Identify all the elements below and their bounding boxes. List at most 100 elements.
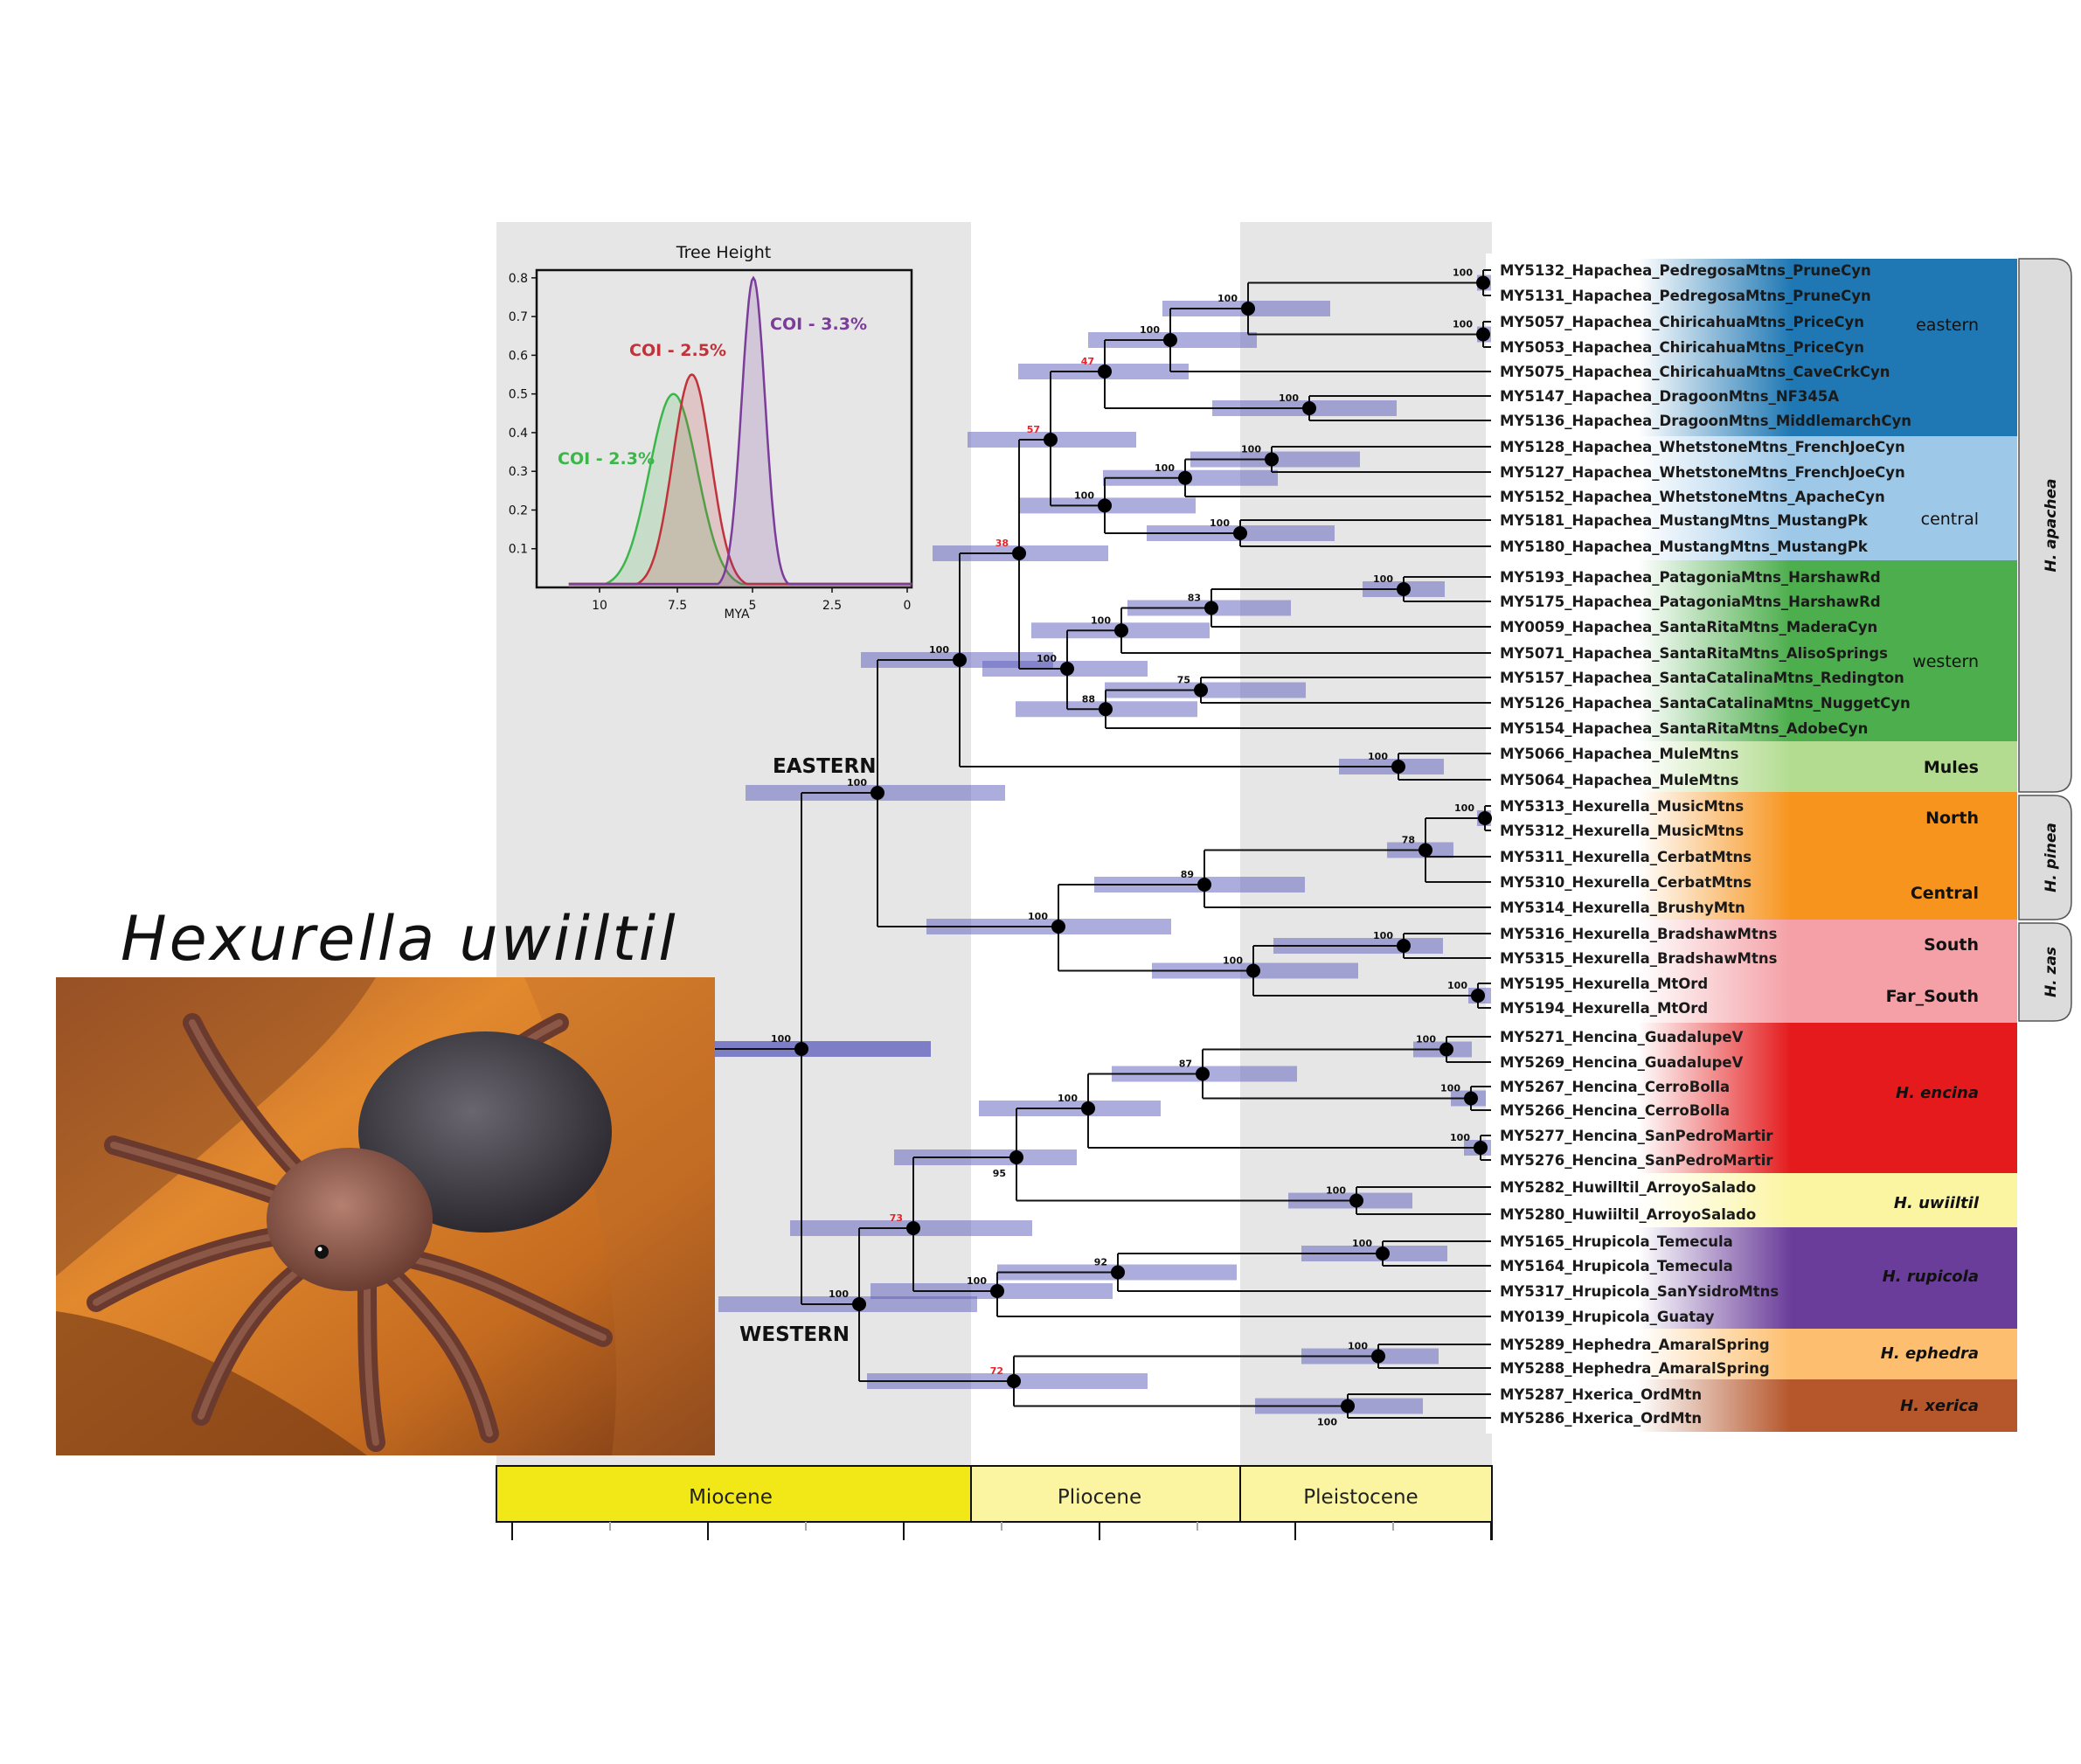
node-E1: [1098, 365, 1112, 378]
node-spm: [1474, 1141, 1488, 1155]
inset-x-tick-label: 7.5: [668, 599, 687, 613]
support-rup: 100: [967, 1275, 987, 1287]
support-E: 57: [1027, 424, 1040, 435]
inset-title: Tree Height: [676, 243, 771, 262]
tip-label: MY5282_Huwilltil_ArroyoSalado: [1500, 1179, 1756, 1196]
support-brad: 100: [1373, 930, 1393, 941]
support-P1: 100: [1028, 911, 1048, 922]
tip-label: MY0059_Hapachea_SantaRitaMtns_MaderaCyn: [1500, 619, 1877, 635]
node-enc: [1081, 1101, 1095, 1115]
inset-y-tick-label: 0.5: [509, 388, 528, 402]
group-label: western: [1912, 652, 1979, 671]
time-axis-ticks: [511, 1522, 1493, 1540]
spider-photo: [56, 977, 715, 1455]
tip-label: MY5126_Hapachea_SantaCatalinaMtns_Nugget…: [1500, 695, 1911, 712]
tip-label: MY5288_Hephedra_AmaralSpring: [1500, 1360, 1770, 1377]
node-EC: [1012, 546, 1026, 560]
support-pat: 100: [1373, 573, 1393, 585]
node-guad: [1439, 1042, 1453, 1057]
tip-label: MY5269_Hencina_GuadalupeV: [1500, 1054, 1744, 1071]
group-label: Mules: [1924, 758, 1979, 777]
inset-x-ticks: 10 7.5 5 2.5 0: [592, 587, 911, 613]
tip-label: MY5152_Hapachea_WhetstoneMtns_ApacheCyn: [1500, 489, 1885, 505]
support-C: 100: [1074, 490, 1094, 501]
node-uwi: [1349, 1193, 1363, 1208]
support-values: 100 100 100 38 57 47 100 100 100 100 100 100 100 100 1…: [771, 267, 1474, 1428]
epoch-box-miocene: [496, 1465, 972, 1523]
tip-label: MY5316_Hexurella_BradshawMtns: [1500, 926, 1778, 942]
inset-y-ticks: 0.1 0.2 0.3 0.4 0.5 0.6 0.7 0.8: [509, 272, 537, 557]
support-Z: 100: [1223, 955, 1243, 967]
node-apache: [953, 653, 967, 667]
node-pat: [1397, 582, 1411, 596]
species-bracket: [2018, 258, 2072, 793]
tip-label: MY5311_Hexurella_CerbatMtns: [1500, 849, 1752, 865]
support-W95: 95: [993, 1168, 1006, 1179]
group-labels: eastern central western Mules North Central So…: [1881, 316, 1980, 1415]
inset-y-tick-label: 0.1: [509, 543, 528, 557]
support-W1a: 83: [1188, 593, 1201, 604]
tip-label: MY5175_Hapachea_PatagoniaMtns_HarshawRd: [1500, 594, 1881, 610]
support-W2a: 75: [1177, 675, 1190, 686]
support-guad: 100: [1416, 1034, 1436, 1045]
figure-title: Hexurella uwiiltil: [121, 903, 678, 975]
group-label: Central: [1911, 884, 1979, 903]
node-enc2: [1196, 1066, 1210, 1081]
spider-cephalothorax: [267, 1148, 433, 1291]
tip-label: MY5147_Hapachea_DragoonMtns_NF345A: [1500, 388, 1839, 405]
species-bracket: [2018, 795, 2072, 920]
group-label: eastern: [1916, 316, 1979, 335]
tip-label: MY5280_Huwiiltil_ArroyoSalado: [1500, 1206, 1756, 1223]
tip-label: MY5313_Hexurella_MusicMtns: [1500, 798, 1744, 815]
node-tem: [1376, 1247, 1390, 1260]
inset-density-fill: [568, 393, 912, 587]
support-E2: 100: [1140, 324, 1160, 336]
support-W73: 73: [890, 1212, 903, 1224]
support-P2: 78: [1402, 835, 1415, 846]
node-chi: [1476, 327, 1490, 342]
node-west: [852, 1297, 866, 1311]
support-mus: 100: [1454, 802, 1474, 814]
group-label: H. encina: [1896, 1084, 1979, 1102]
support-W: 100: [1037, 653, 1057, 664]
tree-height-inset: Tree Height 0.1 0.2 0.3 0.4 0.5 0.6 0.7 0.8 10 7…: [509, 243, 913, 622]
tip-label: MY5064_Hapachea_MuleMtns: [1500, 772, 1739, 788]
group-label: South: [1924, 935, 1979, 955]
spider-leg-highlight: [390, 1273, 493, 1437]
node-C: [1098, 498, 1112, 513]
support-uwi: 100: [1326, 1185, 1346, 1197]
tip-label: MY5132_Hapachea_PedregosaMtns_PruneCyn: [1500, 262, 1871, 279]
support-cerro: 100: [1440, 1083, 1460, 1094]
species-bracket: [2018, 922, 2072, 1022]
node-E2: [1163, 333, 1177, 347]
group-label: central: [1921, 510, 1979, 529]
species-bracket-label: H. apachea: [2043, 479, 2060, 573]
node-ped: [1476, 275, 1490, 290]
node-ord: [1471, 989, 1485, 1003]
spider-leg-highlight: [364, 1281, 379, 1446]
support-C1: 100: [1155, 462, 1175, 474]
species-bracket-label: H. pinea: [2043, 823, 2060, 892]
tip-label: MY5286_Hxerica_OrdMtn: [1500, 1410, 1702, 1427]
inset-y-tick-label: 0.7: [509, 310, 528, 324]
tip-label: MY5136_Hapachea_DragoonMtns_MiddlemarchC…: [1500, 413, 1911, 429]
spider-abdomen: [358, 1031, 612, 1233]
tip-label: MY5266_Hencina_CerroBolla: [1500, 1102, 1730, 1119]
support-chi: 100: [1453, 319, 1473, 330]
node-E: [1044, 433, 1058, 447]
tip-label: MY5315_Hexurella_BradshawMtns: [1500, 950, 1778, 967]
tip-label: MY5312_Hexurella_MusicMtns: [1500, 823, 1744, 839]
node-hap: [794, 1042, 808, 1056]
support-tem: 100: [1352, 1238, 1372, 1249]
node-drag: [1302, 401, 1316, 415]
tip-label: MY5289_Hephedra_AmaralSpring: [1500, 1337, 1770, 1353]
support-apache: 100: [929, 644, 949, 656]
node-mus: [1478, 811, 1492, 825]
node-W: [1060, 662, 1074, 676]
node-xer: [1341, 1399, 1355, 1413]
inset-y-tick-label: 0.4: [509, 427, 528, 441]
group-label: North: [1925, 809, 1979, 828]
epoch-label-miocene: Miocene: [689, 1486, 773, 1509]
node-mule: [1391, 760, 1405, 774]
inset-x-tick-label: 5: [749, 599, 757, 613]
